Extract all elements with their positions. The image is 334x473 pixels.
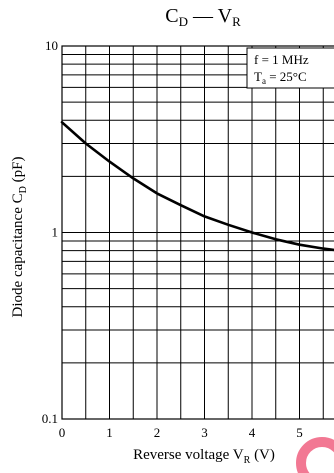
x-tick-label: 1 — [106, 425, 113, 440]
x-tick-label: 5 — [296, 425, 303, 440]
x-tick-labels: 0123456 — [59, 425, 303, 440]
chart-title: CD — VR — [165, 5, 241, 29]
annotation-frequency: f = 1 MHz — [254, 52, 309, 67]
x-tick-label: 3 — [201, 425, 208, 440]
y-tick-label: 0.1 — [42, 411, 58, 426]
watermark-ring — [296, 437, 334, 473]
watermark-circle — [296, 437, 334, 473]
annotation-box: f = 1 MHz Ta = 25°C — [246, 47, 334, 89]
y-tick-labels: 10 1 0.1 — [42, 38, 58, 426]
y-axis-label: Diode capacitance CD (pF) — [10, 157, 29, 318]
series-line — [60, 121, 334, 252]
annotation-temperature: Ta = 25°C — [254, 69, 307, 86]
x-tick-label: 4 — [249, 425, 256, 440]
x-axis-label: Reverse voltage VR (V) — [133, 447, 275, 466]
x-tick-label: 0 — [59, 425, 66, 440]
y-tick-label: 10 — [45, 38, 58, 53]
x-tick-label: 2 — [154, 425, 161, 440]
y-tick-label: 1 — [52, 225, 59, 240]
plot-frame — [61, 45, 334, 420]
grid — [61, 46, 334, 419]
